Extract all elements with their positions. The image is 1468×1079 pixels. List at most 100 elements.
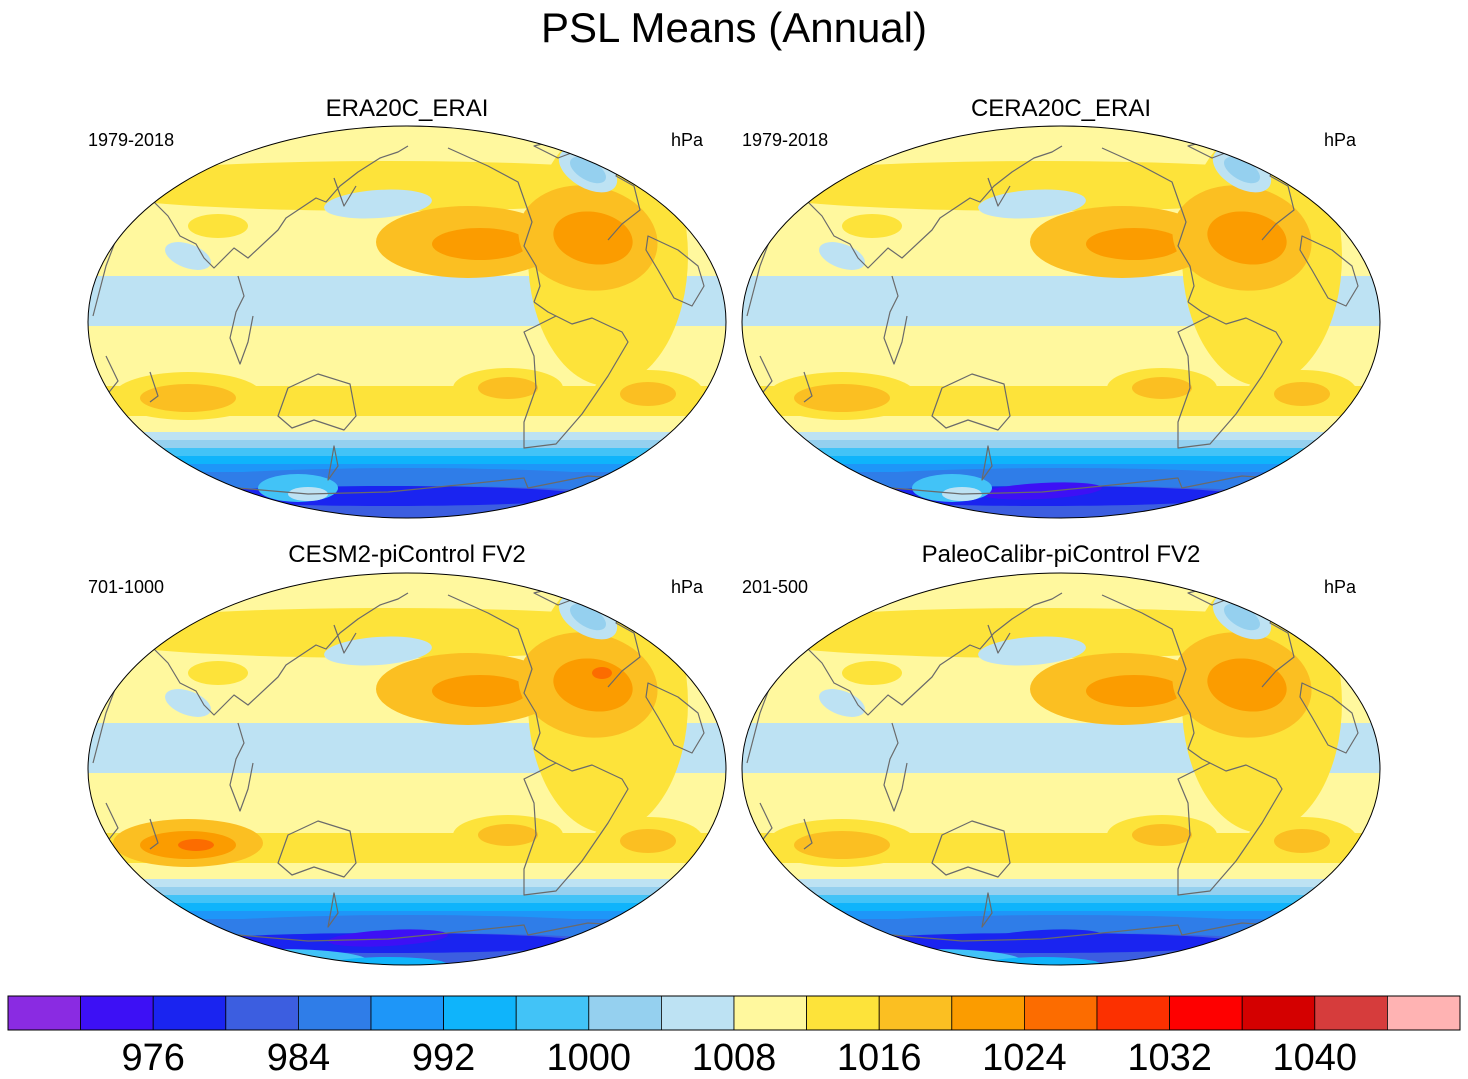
- contour-band: [88, 863, 726, 879]
- map-frame: [741, 125, 1381, 519]
- colorbar-box: [443, 995, 517, 1031]
- colorbar-tick-label: 992: [412, 1037, 475, 1079]
- map-field: [741, 572, 1381, 966]
- contour-region: [794, 384, 890, 412]
- contour-region: [569, 603, 607, 631]
- contour-region: [1223, 603, 1261, 631]
- contour-band: [88, 464, 726, 472]
- coastline: [645, 235, 705, 307]
- contour-region: [1207, 211, 1287, 265]
- contour-region: [478, 824, 538, 846]
- panel-units: hPa: [1324, 577, 1357, 597]
- contour-region: [178, 839, 214, 851]
- contour-band: [742, 863, 1380, 879]
- coastline: [1187, 301, 1211, 317]
- coastline: [931, 820, 1011, 878]
- coastline: [1177, 315, 1283, 449]
- coastline: [1299, 235, 1359, 307]
- colorbar-box: [370, 995, 444, 1031]
- contour-region: [208, 959, 308, 965]
- colorbar-box: [878, 995, 953, 1031]
- colorbar-tick-label: 1024: [982, 1037, 1067, 1079]
- coastline: [1101, 594, 1195, 750]
- contour-band: [88, 416, 726, 432]
- panel-title: ERA20C_ERAI: [326, 95, 489, 122]
- coastline: [127, 596, 219, 610]
- colorbar-box: [806, 995, 880, 1031]
- contour-region: [994, 644, 1070, 662]
- coastline: [883, 275, 908, 365]
- coastline: [92, 592, 409, 764]
- panel-period: 1979-2018: [742, 130, 828, 150]
- panel-title: CESM2-piControl FV2: [288, 541, 525, 568]
- contour-region: [140, 384, 236, 412]
- contour-region: [982, 482, 1102, 500]
- coastline: [127, 149, 219, 163]
- contour-region: [328, 957, 448, 965]
- colorbar-box: [80, 995, 154, 1031]
- panel-units: hPa: [671, 577, 704, 597]
- contour-region: [620, 382, 676, 406]
- contour-region: [340, 644, 416, 662]
- contour-band: [742, 879, 1380, 887]
- colorbar-box: [661, 995, 735, 1031]
- panel-period: 201-500: [742, 577, 808, 597]
- map-frame: [87, 125, 727, 519]
- coastline: [92, 145, 409, 317]
- contour-region: [794, 831, 890, 859]
- contour-band: [742, 911, 1380, 919]
- coastline: [1187, 748, 1211, 764]
- contour-band: [88, 911, 726, 919]
- colorbar-box: [515, 995, 590, 1031]
- coastline: [803, 371, 813, 403]
- colorbar-box: [152, 995, 227, 1031]
- contour-band: [742, 448, 1380, 456]
- map-panel-cera20c: CERA20C_ERAI 1979-2018 hPa: [741, 95, 1381, 519]
- colorbar-box: [951, 995, 1025, 1031]
- colorbar-tick-label: 1008: [692, 1037, 777, 1079]
- contour-band: [742, 895, 1380, 903]
- contour-region: [842, 661, 902, 685]
- contour-region: [569, 156, 607, 184]
- contour-region: [553, 211, 633, 265]
- contour-region: [1274, 829, 1330, 853]
- coastline: [987, 624, 1011, 654]
- map-frame: [741, 572, 1381, 966]
- coastline: [533, 301, 557, 317]
- coastline: [1299, 682, 1359, 754]
- contour-band: [88, 895, 726, 903]
- contour-region: [553, 658, 633, 712]
- panel-units: hPa: [671, 130, 704, 150]
- contour-region: [1132, 377, 1192, 399]
- contour-band: [742, 464, 1380, 472]
- colorbar-box: [588, 995, 662, 1031]
- contour-region: [982, 957, 1102, 965]
- map-panel-era20c: ERA20C_ERAI 1979-2018 hPa: [87, 95, 727, 519]
- contour-band: [88, 887, 726, 895]
- coastline: [447, 594, 541, 750]
- contour-region: [1223, 156, 1261, 184]
- colorbar-tick-label: 984: [267, 1037, 330, 1079]
- coastline: [981, 445, 993, 481]
- coastline: [229, 275, 254, 365]
- contour-band: [88, 903, 726, 911]
- contour-band: [88, 448, 726, 456]
- coastline: [981, 892, 993, 928]
- coastline: [746, 592, 1063, 764]
- colorbar-box: [1387, 995, 1461, 1031]
- map-frame: [87, 572, 727, 966]
- map-panel-cesm2: CESM2-piControl FV2 701-1000 hPa: [87, 541, 727, 966]
- coastline: [1101, 147, 1195, 303]
- contour-band: [742, 887, 1380, 895]
- contour-region: [842, 214, 902, 238]
- colorbar-box: [297, 995, 372, 1031]
- contour-region: [478, 377, 538, 399]
- coastline: [1177, 762, 1283, 896]
- contour-band: [742, 416, 1380, 432]
- panel-units: hPa: [1324, 130, 1357, 150]
- colorbar-tick-label: 1040: [1273, 1037, 1358, 1079]
- panel-period: 701-1000: [88, 577, 164, 597]
- contour-region: [432, 228, 528, 260]
- colorbar-tick-label: 1032: [1127, 1037, 1212, 1079]
